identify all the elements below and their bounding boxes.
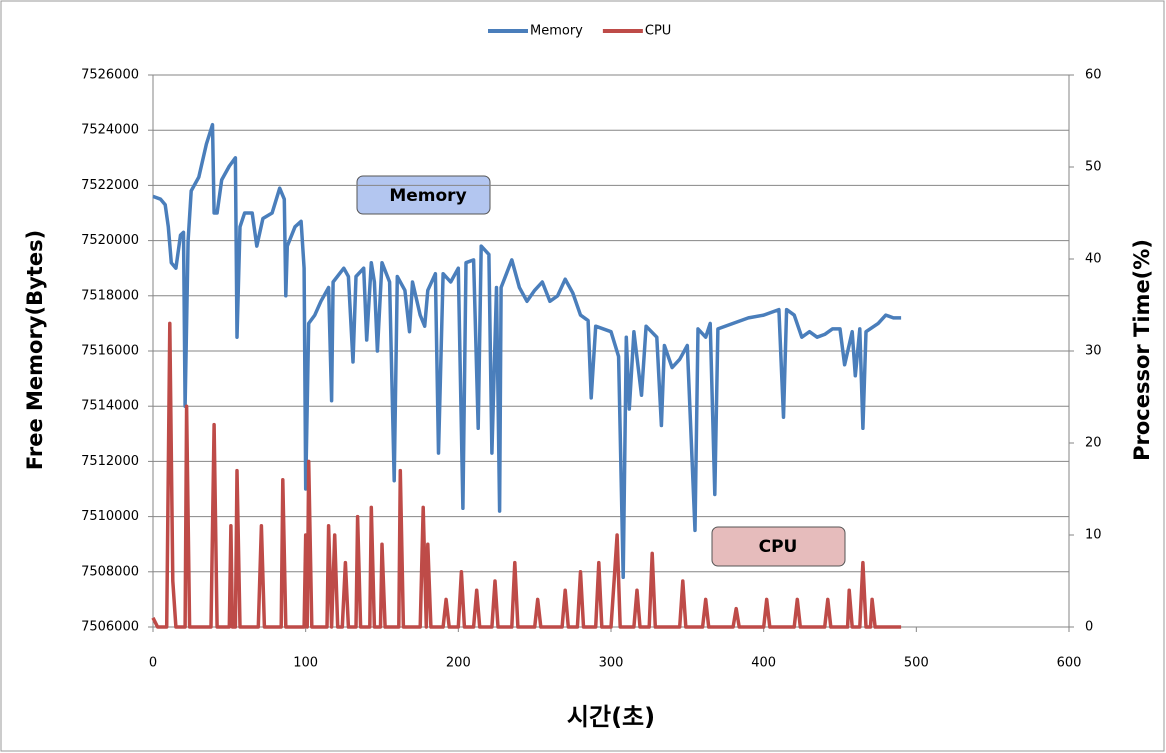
y2-tick-label: 10 bbox=[1085, 528, 1102, 543]
x-tick-label: 500 bbox=[904, 656, 929, 671]
x-tick-label: 0 bbox=[149, 656, 157, 671]
y2-tick-label: 20 bbox=[1085, 436, 1102, 451]
x-tick-label: 200 bbox=[446, 656, 471, 671]
legend-label: CPU bbox=[645, 24, 671, 39]
y2-tick-label: 60 bbox=[1085, 68, 1102, 83]
x-tick-label: 600 bbox=[1057, 656, 1082, 671]
y-tick-label: 7516000 bbox=[81, 344, 139, 359]
y-tick-label: 7520000 bbox=[81, 233, 139, 248]
y-tick-label: 7508000 bbox=[81, 564, 139, 579]
annotation: Memory bbox=[389, 186, 466, 206]
y-tick-label: 7510000 bbox=[81, 509, 139, 524]
x-tick-label: 100 bbox=[293, 656, 318, 671]
x-tick-label: 400 bbox=[751, 656, 776, 671]
y2-tick-label: 30 bbox=[1085, 344, 1102, 359]
y-tick-label: 7524000 bbox=[81, 123, 139, 138]
x-axis-title: 시간(초) bbox=[567, 703, 655, 731]
y-axis-title: Free Memory(Bytes) bbox=[23, 230, 47, 470]
x-tick-label: 300 bbox=[599, 656, 624, 671]
y2-tick-label: 0 bbox=[1085, 620, 1093, 635]
annotation-box bbox=[711, 526, 846, 567]
annotation: CPU bbox=[759, 537, 798, 557]
y-tick-label: 7522000 bbox=[81, 178, 139, 193]
y-tick-label: 7512000 bbox=[81, 454, 139, 469]
y-tick-label: 7518000 bbox=[81, 288, 139, 303]
legend-label: Memory bbox=[530, 24, 583, 39]
y-tick-label: 7514000 bbox=[81, 399, 139, 414]
y2-axis-title: Processor Time(%) bbox=[1130, 239, 1154, 461]
y-tick-label: 7526000 bbox=[81, 68, 139, 83]
y2-tick-label: 40 bbox=[1085, 252, 1102, 267]
series-line bbox=[152, 122, 902, 580]
y2-tick-label: 50 bbox=[1085, 160, 1102, 175]
y-tick-label: 7506000 bbox=[81, 620, 139, 635]
series-line bbox=[151, 321, 902, 629]
